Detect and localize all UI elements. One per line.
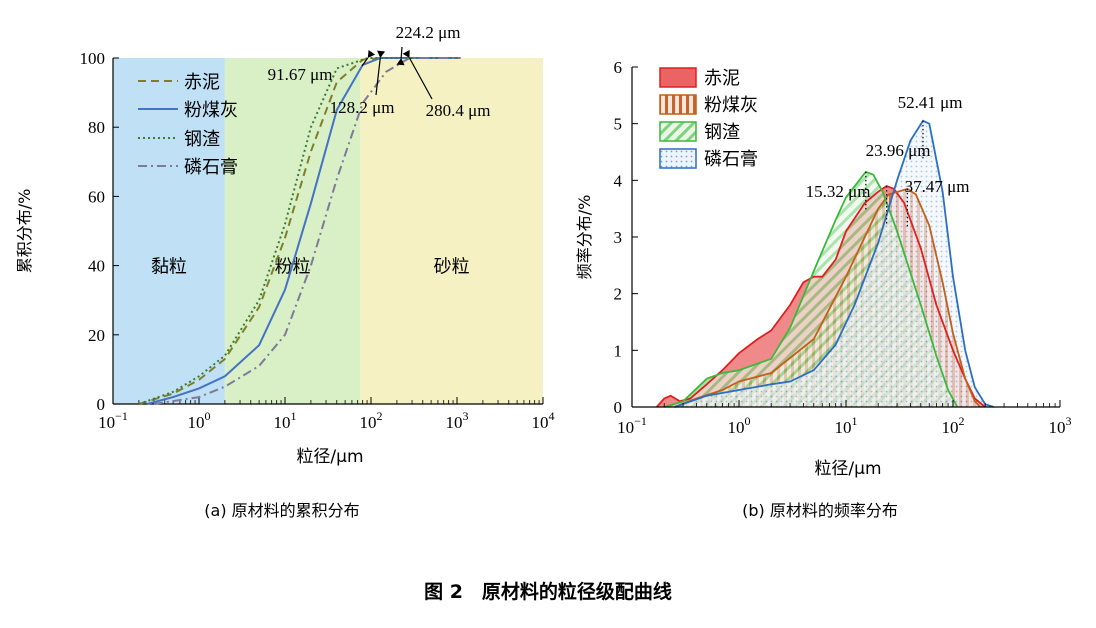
y-axis-title: 累积分布/% xyxy=(15,189,34,274)
annotation-arrowhead xyxy=(377,50,386,58)
peak-label: 37.47 μm xyxy=(905,177,970,196)
annotation-arrowhead xyxy=(402,49,410,58)
legend-swatch-phosphogypsum xyxy=(659,148,697,169)
y-tick-label: 20 xyxy=(88,326,105,345)
zone-label-0: 黏粒 xyxy=(151,257,187,278)
legend-label-steel-slag: 钢渣 xyxy=(184,129,220,150)
legend-label-phosphogypsum: 磷石膏 xyxy=(704,148,758,170)
y-tick-label: 4 xyxy=(614,171,623,190)
y-tick-label: 3 xyxy=(614,228,623,247)
legend: 赤泥 粉煤灰 钢渣 磷石膏 xyxy=(138,72,238,178)
series-line-3 xyxy=(153,57,461,405)
series-outline-0 xyxy=(656,184,986,408)
legend: 赤泥 粉煤灰 钢渣 磷石膏 xyxy=(659,67,758,170)
x-tick-label: 100 xyxy=(728,414,751,437)
legend-label-fly-ash: 粉煤灰 xyxy=(184,100,238,121)
zone-label-2: 砂粒 xyxy=(434,257,470,278)
legend-label-fly-ash: 粉煤灰 xyxy=(704,95,758,116)
x-tick-label: 100 xyxy=(188,409,211,432)
x-tick-label: 104 xyxy=(532,409,555,432)
annotation-arrowhead xyxy=(367,49,376,58)
peak-label: 52.41 μm xyxy=(898,93,963,112)
legend-label-phosphogypsum: 磷石膏 xyxy=(184,156,238,178)
figure-caption: 图 2 原材料的粒径级配曲线 xyxy=(424,580,672,603)
peak-label: 15.32 μm xyxy=(806,182,871,201)
y-tick-label: 5 xyxy=(614,115,623,134)
legend-swatch-steel-slag xyxy=(659,121,697,142)
series-line-0 xyxy=(138,57,461,405)
annotation-arrow xyxy=(400,46,403,59)
y-tick-label: 80 xyxy=(88,118,105,137)
series-line-2 xyxy=(138,57,461,405)
x-tick-label: 102 xyxy=(360,409,383,432)
y-tick-label: 1 xyxy=(614,341,623,360)
zone-1 xyxy=(224,58,361,404)
x-tick-label: 102 xyxy=(942,414,965,437)
x-axis-title: 粒径/μm xyxy=(296,447,363,467)
zone-2 xyxy=(360,58,543,404)
frequency-distribution-panel: 0 1 2 3 4 5 6 10−1 100 101 102 103 52.41 μm 23.96 μm… xyxy=(575,58,1072,520)
legend-swatch-fly-ash xyxy=(659,94,697,115)
annotation-label: 128.2 μm xyxy=(330,98,395,117)
y-tick-label: 0 xyxy=(614,398,623,417)
x-tick-label: 103 xyxy=(1049,414,1072,437)
x-axis-title: 粒径/μm xyxy=(814,459,881,479)
peak-label: 23.96 μm xyxy=(866,141,931,160)
annotation-label: 224.2 μm xyxy=(396,23,461,42)
x-tick-label: 10−1 xyxy=(98,409,128,432)
legend-swatch-red-mud xyxy=(659,67,697,88)
series-outline-2 xyxy=(663,170,959,408)
x-tick-label: 101 xyxy=(835,414,858,437)
x-tick-label: 101 xyxy=(274,409,297,432)
annotation-arrow xyxy=(408,57,433,100)
y-tick-label: 0 xyxy=(97,395,106,414)
x-tick-label: 103 xyxy=(446,409,469,432)
y-tick-label: 2 xyxy=(614,285,623,304)
annotation-label: 280.4 μm xyxy=(426,101,491,120)
y-axis-title: 频率分布/% xyxy=(575,195,594,280)
y-tick-label: 100 xyxy=(80,49,106,68)
series-outline-3 xyxy=(674,119,994,408)
legend-label-steel-slag: 钢渣 xyxy=(704,122,740,143)
zone-0 xyxy=(113,58,225,404)
legend-label-red-mud: 赤泥 xyxy=(184,72,220,93)
annotation-arrowhead xyxy=(396,58,405,66)
y-tick-label: 60 xyxy=(88,187,105,206)
y-tick-label: 40 xyxy=(88,257,105,276)
series-outline-1 xyxy=(674,187,981,408)
y-tick-label: 6 xyxy=(614,58,623,77)
x-tick-label: 10−1 xyxy=(617,414,647,437)
legend-label-red-mud: 赤泥 xyxy=(704,68,740,89)
series-line-1 xyxy=(146,57,461,405)
annotation-label: 91.67 μm xyxy=(268,65,333,84)
panel-a-caption: (a) 原材料的累积分布 xyxy=(204,501,359,520)
annotation-arrow xyxy=(375,57,381,96)
annotation-arrow xyxy=(361,57,369,67)
panel-b-caption: (b) 原材料的频率分布 xyxy=(742,501,898,520)
